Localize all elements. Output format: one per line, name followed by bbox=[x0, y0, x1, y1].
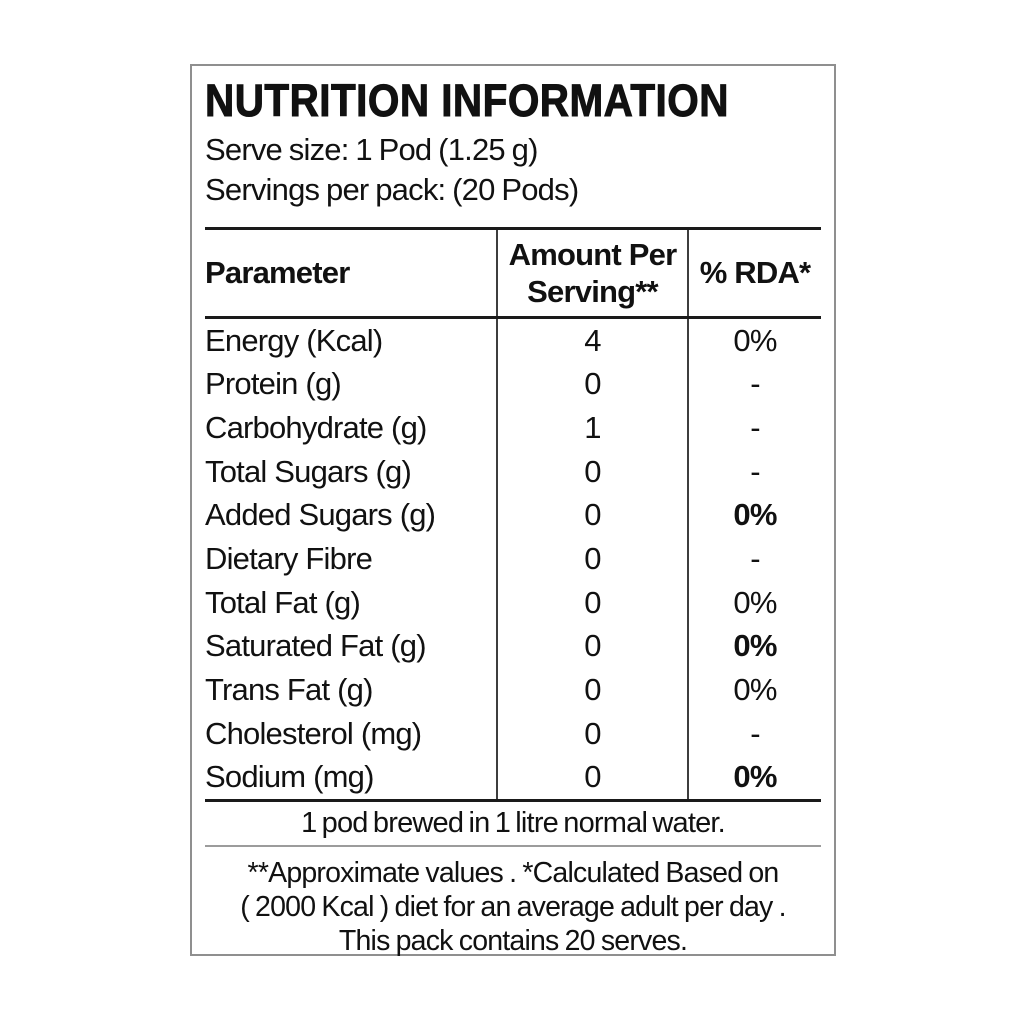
table-row: Protein (g) 0 - bbox=[205, 362, 821, 407]
amount-cell: 0 bbox=[496, 668, 689, 712]
servings-per-pack-line: Servings per pack: (20 Pods) bbox=[205, 172, 579, 207]
rda-cell: - bbox=[750, 410, 760, 446]
parameter-cell: Cholesterol (mg) bbox=[205, 715, 422, 751]
parameter-cell: Trans Fat (g) bbox=[205, 671, 373, 707]
amount-cell: 0 bbox=[496, 755, 689, 800]
table-row: Energy (Kcal) 4 0% bbox=[205, 319, 821, 363]
parameter-cell: Protein (g) bbox=[205, 366, 342, 402]
table-row: Sodium (mg) 0 0% bbox=[205, 755, 821, 800]
table-row: Carbohydrate (g) 1 - bbox=[205, 406, 821, 450]
table-header-row: Parameter Amount Per Serving** % RDA* bbox=[205, 227, 821, 319]
parameter-cell: Total Fat (g) bbox=[205, 584, 361, 620]
table-row: Total Sugars (g) 0 - bbox=[205, 449, 821, 494]
parameter-cell: Sodium (mg) bbox=[205, 759, 374, 795]
table-row: Saturated Fat (g) 0 0% bbox=[205, 624, 821, 669]
rda-cell: - bbox=[750, 366, 760, 402]
page-title: NUTRITION INFORMATION bbox=[205, 75, 729, 126]
parameter-cell: Added Sugars (g) bbox=[205, 497, 436, 533]
parameter-cell: Energy (Kcal) bbox=[205, 322, 383, 358]
rda-cell: 0% bbox=[733, 628, 777, 664]
table-row: Trans Fat (g) 0 0% bbox=[205, 668, 821, 712]
table-row: Dietary Fibre 0 - bbox=[205, 537, 821, 581]
rda-cell: 0% bbox=[733, 759, 777, 795]
nutrition-label: NUTRITION INFORMATION Serve size: 1 Pod … bbox=[190, 64, 836, 958]
amount-cell: 0 bbox=[496, 493, 689, 538]
rda-cell: 0% bbox=[733, 584, 777, 620]
amount-cell: 0 bbox=[496, 624, 689, 669]
parameter-cell: Total Sugars (g) bbox=[205, 453, 412, 489]
serve-size-line: Serve size: 1 Pod (1.25 g) bbox=[205, 132, 538, 167]
table-row: Total Fat (g) 0 0% bbox=[205, 580, 821, 625]
footnote: **Approximate values . *Calculated Based… bbox=[192, 856, 834, 958]
rda-cell: - bbox=[750, 453, 760, 489]
amount-cell: 0 bbox=[496, 362, 689, 407]
brew-instruction: 1 pod brewed in 1 litre normal water. bbox=[205, 802, 821, 847]
footnote-line: ( 2000 Kcal ) diet for an average adult … bbox=[240, 891, 786, 923]
rda-cell: - bbox=[750, 715, 760, 751]
parameter-cell: Dietary Fibre bbox=[205, 541, 373, 577]
table-body: Energy (Kcal) 4 0% Protein (g) 0 - Carbo… bbox=[205, 319, 821, 802]
parameter-cell: Saturated Fat (g) bbox=[205, 628, 427, 664]
table-row: Added Sugars (g) 0 0% bbox=[205, 493, 821, 538]
amount-cell: 4 bbox=[496, 319, 689, 363]
column-header-amount: Amount Per Serving** bbox=[496, 230, 689, 316]
column-header-parameter: Parameter bbox=[205, 255, 350, 290]
table-row: Cholesterol (mg) 0 - bbox=[205, 711, 821, 756]
rda-cell: - bbox=[750, 541, 760, 577]
footnote-line: **Approximate values . *Calculated Based… bbox=[247, 857, 780, 889]
amount-cell: 0 bbox=[496, 449, 689, 494]
rda-cell: 0% bbox=[733, 322, 777, 358]
column-header-rda: % RDA* bbox=[699, 255, 811, 290]
rda-cell: 0% bbox=[733, 671, 777, 707]
amount-cell: 0 bbox=[496, 580, 689, 625]
amount-cell: 0 bbox=[496, 711, 689, 756]
parameter-cell: Carbohydrate (g) bbox=[205, 410, 427, 446]
amount-cell: 0 bbox=[496, 537, 689, 581]
nutrition-table: Parameter Amount Per Serving** % RDA* En… bbox=[205, 227, 821, 802]
amount-cell: 1 bbox=[496, 406, 689, 450]
rda-cell: 0% bbox=[733, 497, 777, 533]
footnote-line: This pack contains 20 serves. bbox=[338, 925, 688, 957]
